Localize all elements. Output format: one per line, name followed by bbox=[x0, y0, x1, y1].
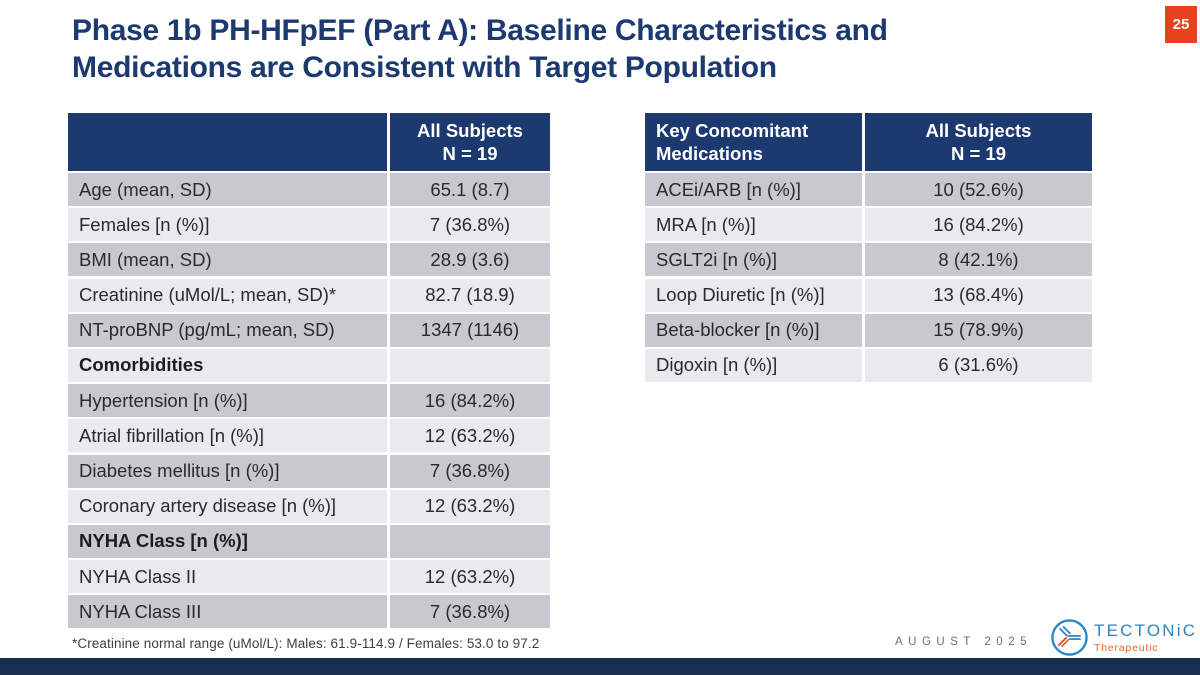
row-value: 82.7 (18.9) bbox=[390, 278, 550, 312]
row-value: 7 (36.8%) bbox=[390, 208, 550, 242]
table-row: BMI (mean, SD) 28.9 (3.6) bbox=[68, 243, 550, 277]
row-value: 12 (63.2%) bbox=[390, 560, 550, 594]
table-header-cell-medications: Key Concomitant Medications bbox=[645, 113, 862, 171]
row-label: Females [n (%)] bbox=[68, 208, 387, 242]
row-value bbox=[390, 524, 550, 558]
table-row: NYHA Class II 12 (63.2%) bbox=[68, 560, 550, 594]
row-label: Hypertension [n (%)] bbox=[68, 384, 387, 418]
row-label: Coronary artery disease [n (%)] bbox=[68, 489, 387, 523]
row-label: MRA [n (%)] bbox=[645, 208, 862, 242]
table-row: ACEi/ARB [n (%)] 10 (52.6%) bbox=[645, 173, 1092, 206]
table-row: Beta-blocker [n (%)] 15 (78.9%) bbox=[645, 313, 1092, 347]
row-value bbox=[390, 348, 550, 382]
row-value: 1347 (1146) bbox=[390, 313, 550, 347]
table-header-cell-empty bbox=[68, 113, 387, 171]
row-value: 10 (52.6%) bbox=[865, 173, 1092, 206]
slide-date: AUGUST 2025 bbox=[895, 636, 1032, 648]
row-label: Age (mean, SD) bbox=[68, 173, 387, 206]
table-row: MRA [n (%)] 16 (84.2%) bbox=[645, 208, 1092, 242]
tectonic-logo-icon bbox=[1051, 619, 1088, 656]
row-label: NYHA Class [n (%)] bbox=[68, 524, 387, 558]
table-header-cell-all-subjects: All Subjects N = 19 bbox=[865, 113, 1092, 171]
table-section-row: Comorbidities bbox=[68, 348, 550, 382]
row-label: Creatinine (uMol/L; mean, SD)* bbox=[68, 278, 387, 312]
row-label: NT-proBNP (pg/mL; mean, SD) bbox=[68, 313, 387, 347]
table-section-row: NYHA Class [n (%)] bbox=[68, 524, 550, 558]
row-label: ACEi/ARB [n (%)] bbox=[645, 173, 862, 206]
slide-title-line1: Phase 1b PH-HFpEF (Part A): Baseline Cha… bbox=[72, 14, 888, 47]
table-row: NYHA Class III 7 (36.8%) bbox=[68, 595, 550, 629]
footer-bar bbox=[0, 658, 1200, 675]
tectonic-logo: TECTONiC Therapeutic bbox=[1050, 618, 1197, 657]
concomitant-medications-table: Key Concomitant Medications All Subjects… bbox=[645, 113, 1092, 384]
table-row: NT-proBNP (pg/mL; mean, SD) 1347 (1146) bbox=[68, 313, 550, 347]
baseline-characteristics-table: All Subjects N = 19 Age (mean, SD) 65.1 … bbox=[68, 113, 550, 630]
row-label: Beta-blocker [n (%)] bbox=[645, 313, 862, 347]
table-row: Digoxin [n (%)] 6 (31.6%) bbox=[645, 348, 1092, 382]
table-row: Diabetes mellitus [n (%)] 7 (36.8%) bbox=[68, 454, 550, 488]
slide-title: Phase 1b PH-HFpEF (Part A): Baseline Cha… bbox=[72, 13, 1112, 86]
row-value: 7 (36.8%) bbox=[390, 454, 550, 488]
row-label: Atrial fibrillation [n (%)] bbox=[68, 419, 387, 453]
row-value: 28.9 (3.6) bbox=[390, 243, 550, 277]
row-value: 6 (31.6%) bbox=[865, 348, 1092, 382]
table-header-cell-all-subjects: All Subjects N = 19 bbox=[390, 113, 550, 171]
row-value: 15 (78.9%) bbox=[865, 313, 1092, 347]
row-label: Loop Diuretic [n (%)] bbox=[645, 278, 862, 312]
table-row: Creatinine (uMol/L; mean, SD)* 82.7 (18.… bbox=[68, 278, 550, 312]
table-header: All Subjects N = 19 bbox=[68, 113, 550, 171]
table-row: Loop Diuretic [n (%)] 13 (68.4%) bbox=[645, 278, 1092, 312]
row-value: 13 (68.4%) bbox=[865, 278, 1092, 312]
row-value: 16 (84.2%) bbox=[390, 384, 550, 418]
logo-subtitle-text: Therapeutic bbox=[1094, 642, 1159, 654]
table-row: Hypertension [n (%)] 16 (84.2%) bbox=[68, 384, 550, 418]
table-row: SGLT2i [n (%)] 8 (42.1%) bbox=[645, 243, 1092, 277]
row-label: Diabetes mellitus [n (%)] bbox=[68, 454, 387, 488]
row-value: 7 (36.8%) bbox=[390, 595, 550, 629]
page-number-badge: 25 bbox=[1165, 6, 1197, 43]
table-row: Age (mean, SD) 65.1 (8.7) bbox=[68, 173, 550, 206]
logo-wordmark: TECTONiC Therapeutic bbox=[1094, 621, 1197, 654]
row-label: Comorbidities bbox=[68, 348, 387, 382]
row-value: 16 (84.2%) bbox=[865, 208, 1092, 242]
table-row: Females [n (%)] 7 (36.8%) bbox=[68, 208, 550, 242]
table-row: Atrial fibrillation [n (%)] 12 (63.2%) bbox=[68, 419, 550, 453]
table-row: Coronary artery disease [n (%)] 12 (63.2… bbox=[68, 489, 550, 523]
row-value: 8 (42.1%) bbox=[865, 243, 1092, 277]
row-label: NYHA Class II bbox=[68, 560, 387, 594]
row-value: 65.1 (8.7) bbox=[390, 173, 550, 206]
row-value: 12 (63.2%) bbox=[390, 419, 550, 453]
logo-brand-text: TECTONiC bbox=[1094, 621, 1198, 640]
row-value: 12 (63.2%) bbox=[390, 489, 550, 523]
row-label: BMI (mean, SD) bbox=[68, 243, 387, 277]
row-label: NYHA Class III bbox=[68, 595, 387, 629]
creatinine-footnote: *Creatinine normal range (uMol/L): Males… bbox=[72, 636, 540, 651]
slide-title-line2: Medications are Consistent with Target P… bbox=[72, 50, 777, 84]
table-header: Key Concomitant Medications All Subjects… bbox=[645, 113, 1092, 171]
row-label: Digoxin [n (%)] bbox=[645, 348, 862, 382]
row-label: SGLT2i [n (%)] bbox=[645, 243, 862, 277]
